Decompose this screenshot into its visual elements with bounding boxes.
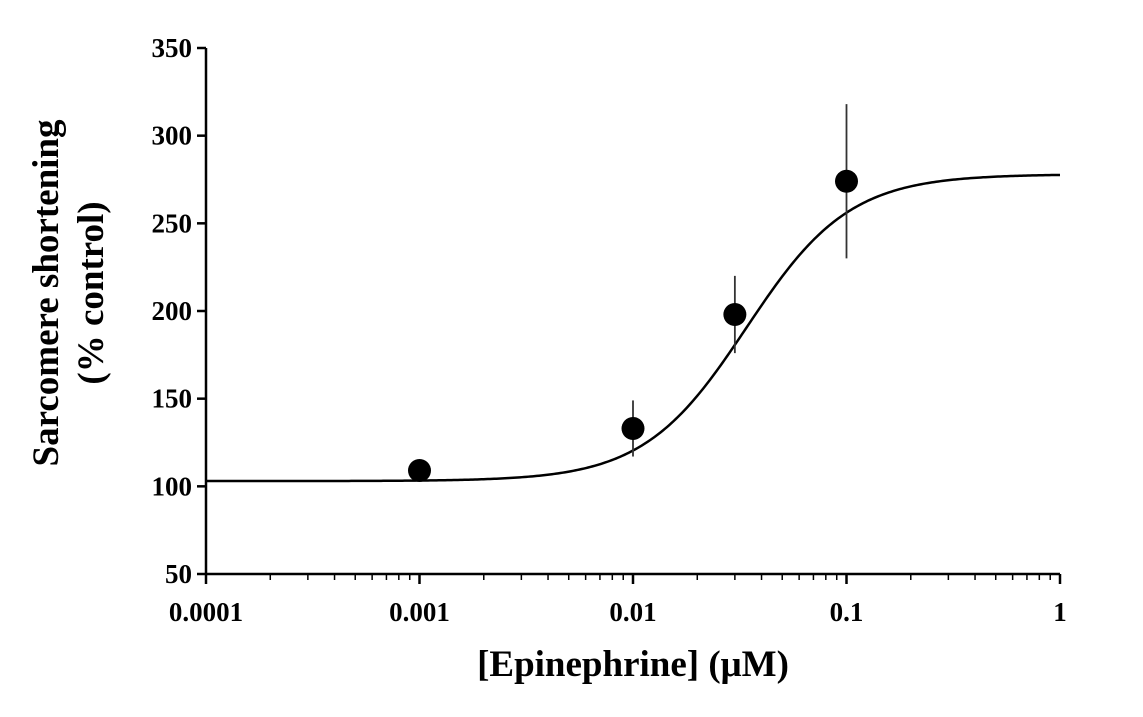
error-bar-layer bbox=[632, 104, 848, 457]
y-tick-label: 300 bbox=[152, 121, 193, 151]
y-tick-label: 350 bbox=[152, 33, 193, 63]
x-tick-label: 0.01 bbox=[609, 597, 656, 627]
y-tick-label: 250 bbox=[152, 208, 193, 238]
y-tick-label: 100 bbox=[152, 471, 193, 501]
y-tick-label: 50 bbox=[165, 559, 192, 589]
x-tick-label: 0.001 bbox=[389, 597, 450, 627]
x-axis-title: [Epinephrine] (μM) bbox=[477, 644, 789, 685]
data-point bbox=[408, 459, 431, 483]
data-point bbox=[835, 169, 858, 193]
data-point bbox=[723, 303, 747, 327]
y-axis-title-line-1: Sarcomere shortening bbox=[26, 119, 67, 467]
y-tick-label: 150 bbox=[152, 384, 193, 414]
data-point-layer bbox=[408, 169, 858, 483]
x-tick-label: 0.1 bbox=[830, 597, 864, 627]
y-tick-label: 200 bbox=[152, 296, 193, 326]
data-point bbox=[621, 416, 645, 440]
axis-label-layer: [Epinephrine] (μM) Sarcomere shortening … bbox=[26, 119, 789, 685]
y-axis-title-line-2: (% control) bbox=[71, 201, 112, 384]
x-tick-label: 1 bbox=[1053, 597, 1067, 627]
axes-layer: 50 100 150 200 250 300 350 0.0001 0.001 0.01 0.1 1 bbox=[152, 33, 1067, 627]
x-tick-label: 0.0001 bbox=[169, 597, 243, 627]
